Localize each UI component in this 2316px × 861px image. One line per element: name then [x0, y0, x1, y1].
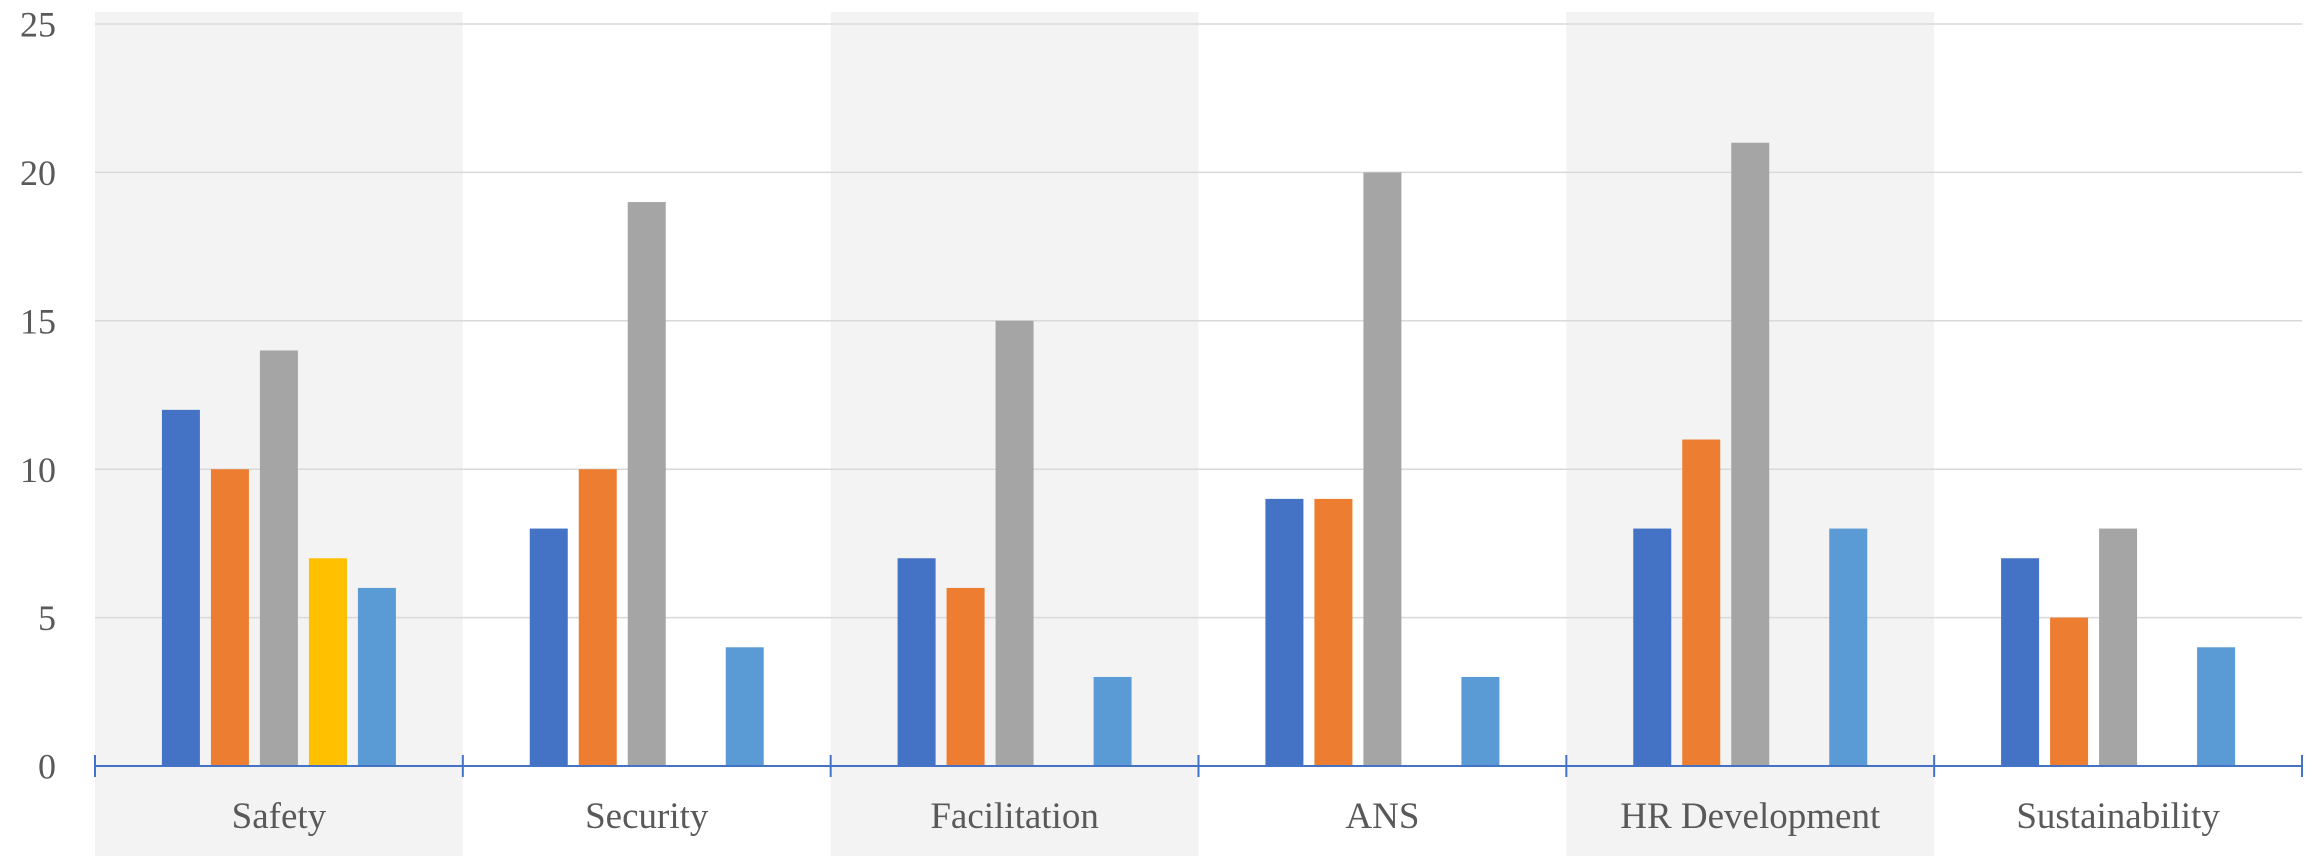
x-tick-label: Sustainability [2016, 796, 2220, 837]
bar [1731, 142, 1770, 767]
bar [1093, 676, 1132, 766]
bar [897, 558, 936, 766]
bar [161, 409, 200, 766]
bar [1265, 498, 1304, 766]
bar [2197, 647, 2236, 766]
bar [2050, 617, 2089, 766]
gridlines [95, 23, 2302, 619]
y-tick-label: 20 [20, 153, 56, 193]
y-axis-tick-labels: 0 5 10 15 20 25 [20, 5, 56, 787]
bars [161, 142, 2236, 767]
bar [1682, 439, 1721, 766]
x-axis-tick-labels: Safety Security Facilitation ANS HR Developm… [232, 796, 2221, 837]
bar [995, 320, 1034, 766]
y-tick-label: 0 [38, 747, 56, 787]
bar [1363, 172, 1402, 766]
bar [357, 587, 396, 766]
bar [578, 469, 617, 766]
x-tick-label: Facilitation [930, 796, 1099, 837]
x-axis [94, 755, 2303, 777]
x-tick-label: ANS [1345, 796, 1419, 837]
bar [627, 202, 666, 766]
y-tick-label: 5 [38, 598, 56, 638]
x-tick-label: HR Development [1620, 796, 1881, 837]
bar [725, 647, 764, 766]
bar [946, 587, 985, 766]
bar [259, 350, 298, 766]
bar [1829, 528, 1868, 766]
y-tick-label: 10 [20, 450, 56, 490]
bar [1314, 498, 1353, 766]
bar [2001, 558, 2040, 766]
x-tick-label: Security [585, 796, 709, 837]
bar [529, 528, 568, 766]
bar [1461, 676, 1500, 766]
x-tick-label: Safety [232, 796, 327, 837]
bar [1633, 528, 1672, 766]
category-bands [95, 12, 2302, 856]
bar [308, 558, 347, 766]
y-tick-label: 15 [20, 301, 56, 341]
bar [210, 469, 249, 766]
y-tick-label: 25 [20, 5, 56, 45]
bar [2099, 528, 2138, 766]
